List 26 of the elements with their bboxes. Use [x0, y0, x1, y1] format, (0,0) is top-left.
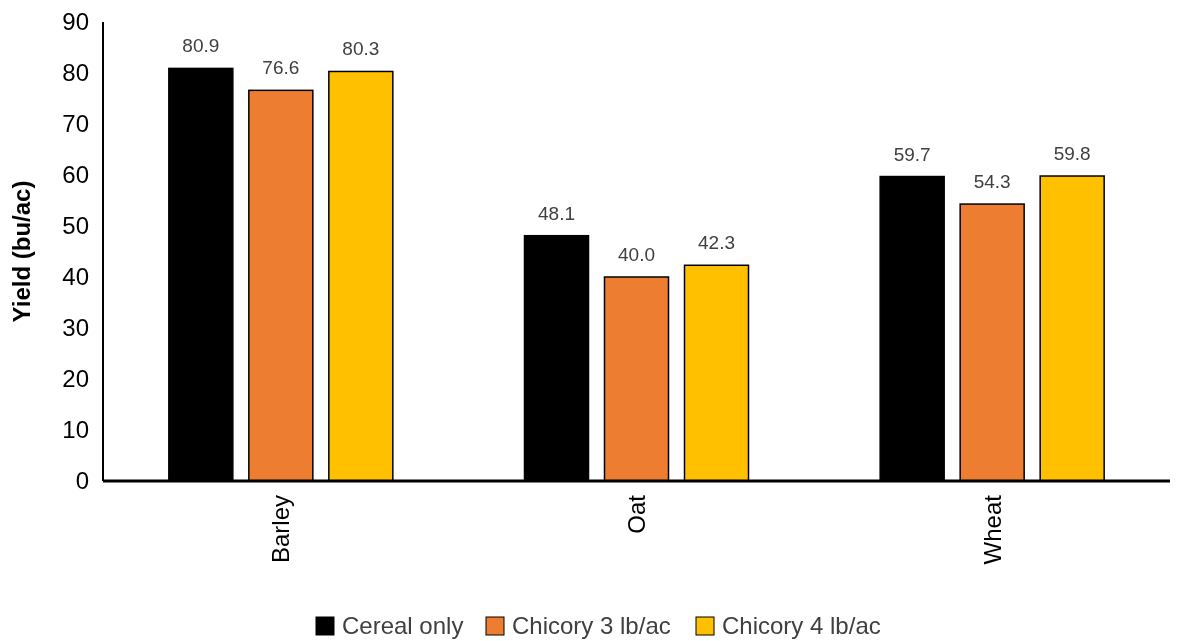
data-label: 42.3: [698, 232, 735, 254]
y-tick-label: 90: [62, 8, 89, 36]
y-tick-label: 70: [62, 110, 89, 138]
x-tick-label: Barley: [267, 495, 295, 564]
y-tick-label: 80: [62, 59, 89, 87]
data-label: 59.8: [1053, 143, 1091, 165]
data-label: 48.1: [538, 202, 575, 224]
legend-label: Cereal only: [342, 612, 464, 640]
data-label: 80.9: [182, 35, 220, 57]
y-tick-label: 0: [75, 467, 89, 495]
y-axis-title: Yield (bu/ac): [8, 180, 35, 323]
y-tick-label: 30: [62, 314, 89, 342]
y-tick-label: 60: [62, 161, 89, 189]
data-label: 80.3: [342, 38, 380, 60]
y-tick-label: 10: [62, 416, 89, 444]
y-tick-label: 50: [62, 212, 89, 240]
data-label: 40.0: [618, 244, 655, 265]
x-tick-label: Oat: [622, 494, 650, 534]
y-tick-label: 20: [62, 365, 89, 393]
legend-label: Chicory 4 lb/ac: [722, 612, 881, 640]
data-label: 76.6: [262, 57, 300, 79]
y-tick-label: 40: [62, 263, 89, 291]
data-label: 54.3: [973, 171, 1011, 193]
legend-label: Chicory 3 lb/ac: [512, 612, 671, 640]
x-tick-label: Wheat: [978, 494, 1006, 565]
data-label: 59.7: [893, 143, 931, 165]
